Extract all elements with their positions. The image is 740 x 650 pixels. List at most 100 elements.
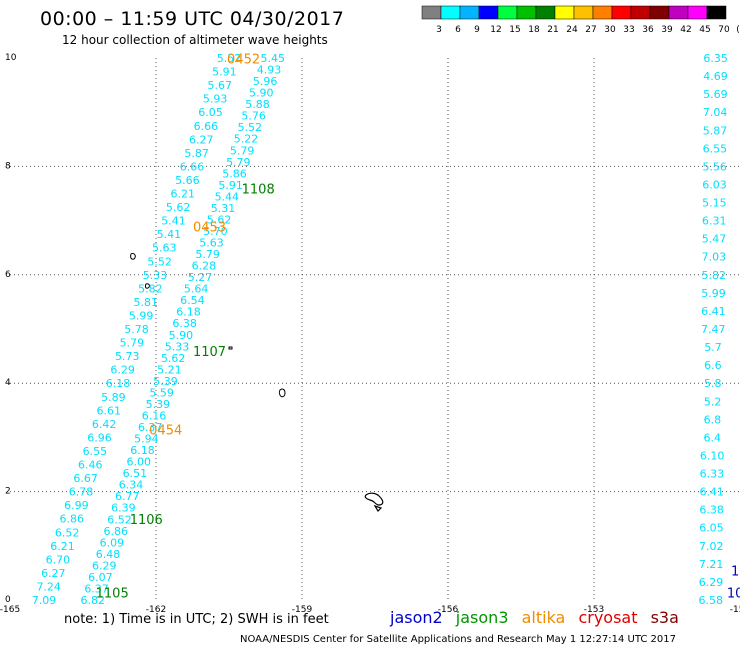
wave-height-label: 5.88 xyxy=(245,98,270,111)
wave-height-label: 6.38 xyxy=(172,317,197,330)
island-outline xyxy=(144,283,150,289)
color-swatch xyxy=(535,5,556,20)
wave-height-label: 5.82 xyxy=(138,282,163,295)
wave-height-label: 5.67 xyxy=(208,79,233,92)
wave-height-label: 4.69 xyxy=(703,70,728,83)
color-swatch xyxy=(516,5,537,20)
wave-height-label: 7.04 xyxy=(703,106,728,119)
color-scale-label: 21 xyxy=(547,25,558,35)
wave-height-label: 5.99 xyxy=(701,287,726,300)
x-tick-label: -159 xyxy=(292,605,313,615)
wave-height-label: 6.86 xyxy=(60,513,85,526)
wave-height-label: 6.8 xyxy=(704,413,722,426)
wave-height-label: 6.48 xyxy=(96,548,121,561)
wave-height-label: 6.37 xyxy=(138,421,163,434)
wave-height-label: 6.03 xyxy=(702,178,727,191)
legend-jason3: jason3 xyxy=(455,608,509,627)
wave-height-label: 5.87 xyxy=(184,147,209,160)
wave-height-label: 6.27 xyxy=(41,567,66,580)
wave-height-label: 5.33 xyxy=(165,340,190,353)
wave-height-label: 5.79 xyxy=(226,156,251,169)
credit-line: NOAA/NESDIS Center for Satellite Applica… xyxy=(240,634,676,645)
wave-height-label: 6.4 xyxy=(704,431,722,444)
wave-height-label: 6.29 xyxy=(699,576,724,589)
legend-altika: altika xyxy=(521,608,566,627)
wave-height-label: 5.2 xyxy=(704,395,722,408)
wave-height-label: 5.21 xyxy=(157,363,182,376)
wave-height-label: 6.18 xyxy=(106,377,131,390)
wave-height-label: 5.52 xyxy=(238,121,263,134)
wave-height-label: 6.58 xyxy=(699,594,724,607)
x-tick-label: -150 xyxy=(730,605,740,615)
color-swatch xyxy=(592,5,613,20)
wave-height-label: 6.66 xyxy=(194,120,219,133)
wave-height-label: 5.39 xyxy=(146,398,171,411)
color-scale-label: 36 xyxy=(642,25,654,35)
wave-height-label: 5.52 xyxy=(147,255,172,268)
wave-height-label: 5.90 xyxy=(249,87,274,100)
pass-time-label: 0453 xyxy=(193,220,226,235)
wave-height-label: 5.94 xyxy=(134,433,159,446)
wave-height-label: 6.27 xyxy=(189,133,214,146)
wave-height-label: 7.21 xyxy=(699,558,724,571)
color-swatch xyxy=(478,5,499,20)
x-tick-label: -162 xyxy=(146,605,166,615)
wave-height-label: 7.47 xyxy=(701,323,726,336)
wave-height-label: 7.02 xyxy=(699,540,724,553)
wave-height-label: 5.27 xyxy=(188,271,213,284)
wave-height-label: 6.46 xyxy=(78,459,103,472)
wave-height-label: 6.35 xyxy=(703,52,728,65)
chart-title: 00:00 – 11:59 UTC 04/30/2017 xyxy=(40,8,345,30)
y-tick-label: 10 xyxy=(5,53,17,63)
wave-height-label: 5.91 xyxy=(218,179,243,192)
color-scale-label: 30 xyxy=(604,25,616,35)
wave-height-label: 6.67 xyxy=(73,472,98,485)
wave-height-label: 6.41 xyxy=(700,486,725,499)
color-swatch xyxy=(421,5,442,20)
color-swatch xyxy=(459,5,480,20)
legend-jason2: jason2 xyxy=(390,608,443,627)
wave-height-label: 7.03 xyxy=(702,251,727,264)
wave-height-label: 6.51 xyxy=(123,467,148,480)
wave-height-label: 6.41 xyxy=(701,305,726,318)
wave-height-label: 6.00 xyxy=(126,456,151,469)
x-tick-label: -165 xyxy=(0,605,20,615)
wave-height-label: 5.73 xyxy=(115,350,140,363)
pass-time-label: 1106 xyxy=(130,513,163,528)
color-scale-label: 70 xyxy=(718,25,730,35)
wave-height-label: 6.70 xyxy=(46,553,71,566)
pass-time-labels: 0452 0453 0454 1108 1107 1106 1105 10 1 xyxy=(96,52,740,601)
wave-height-label: 6.77 xyxy=(115,490,140,503)
wave-height-label: 5.69 xyxy=(703,88,728,101)
wave-height-label: 5.86 xyxy=(222,167,247,180)
wave-height-label: 6.82 xyxy=(80,594,105,607)
pass-time-label: 0454 xyxy=(149,424,182,439)
wave-height-label: 5.22 xyxy=(234,133,259,146)
color-scale-label: 9 xyxy=(474,25,480,35)
color-swatch xyxy=(554,5,575,20)
color-scale-label: 45 xyxy=(699,25,710,35)
y-tick-label: 4 xyxy=(5,378,11,388)
pass-time-label: 1 xyxy=(731,565,739,580)
y-tick-label: 2 xyxy=(5,487,11,497)
wave-height-label: 6.52 xyxy=(55,526,80,539)
wave-height-label: 5.89 xyxy=(101,391,126,404)
chart-subtitle: 12 hour collection of altimeter wave hei… xyxy=(62,33,328,47)
wave-height-label: 5.52 xyxy=(217,52,242,65)
wave-height-label: 7.09 xyxy=(32,594,57,607)
color-swatch xyxy=(440,5,461,20)
wave-height-label: 6.86 xyxy=(103,525,128,538)
color-scale-label: 6 xyxy=(455,25,461,35)
legend-s3a: s3a xyxy=(650,608,679,627)
color-swatch xyxy=(630,5,651,20)
island-outline xyxy=(278,388,286,398)
wave-height-label: 5.76 xyxy=(241,110,266,123)
wave-height-label: 5.78 xyxy=(124,323,149,336)
wave-height-label: 6.38 xyxy=(699,504,724,517)
wave-height-label: 6.10 xyxy=(700,449,725,462)
wave-height-label: 6.33 xyxy=(700,468,725,481)
y-tick-label: 8 xyxy=(5,161,11,171)
wave-height-label: 5.81 xyxy=(134,296,159,309)
wave-height-label: 6.96 xyxy=(87,431,112,444)
